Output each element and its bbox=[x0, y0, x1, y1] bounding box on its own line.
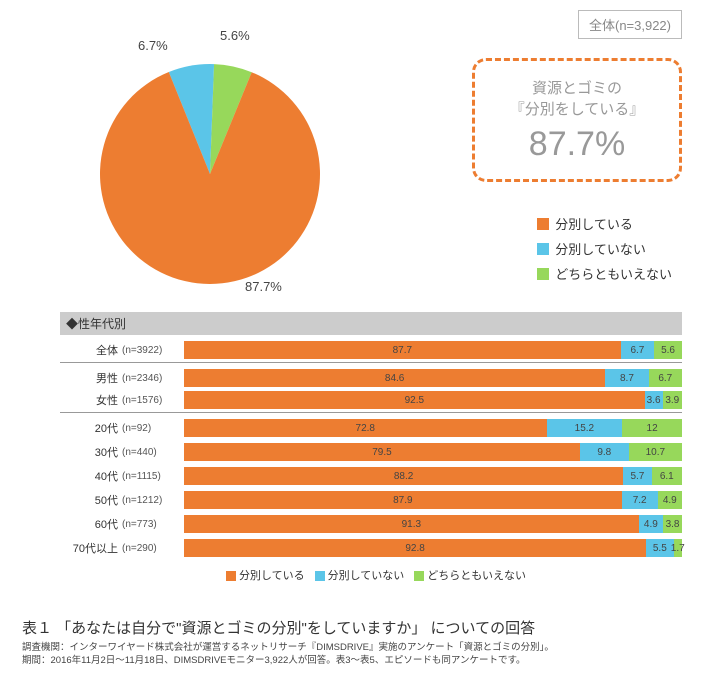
legend-item: 分別している bbox=[537, 214, 672, 233]
bar-segment: 6.7 bbox=[621, 341, 654, 359]
bar-category: 40代 bbox=[60, 468, 122, 484]
bar-n: (n=773) bbox=[122, 519, 184, 530]
bar-section: ◆性年代別 全体(n=3922)87.76.75.6男性(n=2346)84.6… bbox=[60, 312, 682, 583]
bar-row: 50代(n=1212)87.97.24.9 bbox=[60, 489, 682, 511]
bar-legend-label: どちらともいえない bbox=[427, 570, 526, 582]
bar-segment: 87.9 bbox=[184, 491, 622, 509]
bar-n: (n=440) bbox=[122, 447, 184, 458]
bar-legend-swatch bbox=[414, 571, 424, 581]
bar-segment: 5.7 bbox=[623, 467, 651, 485]
bar-row: 30代(n=440)79.59.810.7 bbox=[60, 441, 682, 463]
bar-segment: 92.8 bbox=[184, 539, 646, 557]
bar-category: 60代 bbox=[60, 516, 122, 532]
bar-track: 87.97.24.9 bbox=[184, 491, 682, 509]
bar-segment: 12 bbox=[622, 419, 682, 437]
bar-row: 70代以上(n=290)92.85.51.7 bbox=[60, 537, 682, 559]
bar-n: (n=1576) bbox=[122, 395, 184, 406]
bar-track: 88.25.76.1 bbox=[184, 467, 682, 485]
bar-category: 女性 bbox=[60, 392, 122, 408]
pie-legend: 分別している分別していないどちらともいえない bbox=[537, 214, 672, 289]
bar-category: 30代 bbox=[60, 444, 122, 460]
bar-section-title: ◆性年代別 bbox=[60, 312, 682, 335]
bar-segment: 79.5 bbox=[184, 443, 580, 461]
bar-segment: 9.8 bbox=[580, 443, 629, 461]
bar-legend-swatch bbox=[315, 571, 325, 581]
bar-segment: 3.6 bbox=[645, 391, 663, 409]
bar-segment: 10.7 bbox=[629, 443, 682, 461]
right-column: 資源とゴミの 『分別をしている』 87.7% 分別している分別していないどちらと… bbox=[360, 34, 682, 304]
bar-category: 70代以上 bbox=[60, 540, 122, 556]
bar-track: 79.59.810.7 bbox=[184, 443, 682, 461]
bar-segment: 84.6 bbox=[184, 369, 605, 387]
pie-slice-label: 6.7% bbox=[138, 38, 168, 53]
bar-n: (n=290) bbox=[122, 543, 184, 554]
bar-segment: 72.8 bbox=[184, 419, 547, 437]
pie-chart: 87.7%6.7%5.6% bbox=[60, 34, 360, 304]
bar-segment: 15.2 bbox=[547, 419, 623, 437]
table-caption: 表１ 「あなたは自分で"資源とゴミの分別"をしていますか」 についての回答 bbox=[22, 617, 688, 638]
legend-label: 分別していない bbox=[555, 239, 646, 258]
legend-swatch bbox=[537, 243, 549, 255]
bar-row: 60代(n=773)91.34.93.8 bbox=[60, 513, 682, 535]
bar-n: (n=92) bbox=[122, 423, 184, 434]
bar-segment: 1.7 bbox=[674, 539, 682, 557]
bar-category: 男性 bbox=[60, 370, 122, 386]
legend-swatch bbox=[537, 268, 549, 280]
bar-track: 72.815.212 bbox=[184, 419, 682, 437]
pie-slice-label: 5.6% bbox=[220, 28, 250, 43]
bar-n: (n=2346) bbox=[122, 373, 184, 384]
bar-category: 50代 bbox=[60, 492, 122, 508]
bar-track: 92.85.51.7 bbox=[184, 539, 682, 557]
bar-segment: 3.9 bbox=[663, 391, 682, 409]
bar-track: 87.76.75.6 bbox=[184, 341, 682, 359]
bar-legend-label: 分別していない bbox=[328, 570, 405, 582]
legend-item: どちらともいえない bbox=[537, 264, 672, 283]
bar-category: 全体 bbox=[60, 342, 122, 358]
bar-segment: 92.5 bbox=[184, 391, 645, 409]
top-row: 87.7%6.7%5.6% 資源とゴミの 『分別をしている』 87.7% 分別し… bbox=[60, 34, 682, 304]
bar-n: (n=3922) bbox=[122, 345, 184, 356]
bar-n: (n=1212) bbox=[122, 495, 184, 506]
legend-item: 分別していない bbox=[537, 239, 672, 258]
legend-label: どちらともいえない bbox=[555, 264, 672, 283]
bar-segment: 5.6 bbox=[654, 341, 682, 359]
bar-segment: 6.1 bbox=[652, 467, 682, 485]
bar-segment: 6.7 bbox=[649, 369, 682, 387]
bar-category: 20代 bbox=[60, 420, 122, 436]
bar-segment: 91.3 bbox=[184, 515, 639, 533]
callout-big: 87.7% bbox=[529, 125, 625, 164]
bar-track: 91.34.93.8 bbox=[184, 515, 682, 533]
bar-segment: 4.9 bbox=[658, 491, 682, 509]
bar-track: 84.68.76.7 bbox=[184, 369, 682, 387]
bar-segment: 7.2 bbox=[622, 491, 658, 509]
bar-legend-swatch bbox=[226, 571, 236, 581]
legend-swatch bbox=[537, 218, 549, 230]
bar-legend-label: 分別している bbox=[239, 570, 305, 582]
callout-line2: 『分別をしている』 bbox=[510, 98, 645, 119]
bar-segment: 3.8 bbox=[663, 515, 682, 533]
callout-box: 資源とゴミの 『分別をしている』 87.7% bbox=[472, 58, 682, 182]
bar-segment: 5.5 bbox=[646, 539, 673, 557]
bar-row: 40代(n=1115)88.25.76.1 bbox=[60, 465, 682, 487]
bar-segment: 87.7 bbox=[184, 341, 621, 359]
bar-row: 男性(n=2346)84.68.76.7 bbox=[60, 367, 682, 389]
bar-track: 92.53.63.9 bbox=[184, 391, 682, 409]
footnote: 調査機関：インターワイヤード株式会社が運営するネットリサーチ『DIMSDRIVE… bbox=[22, 642, 688, 668]
legend-label: 分別している bbox=[555, 214, 633, 233]
callout-line1: 資源とゴミの bbox=[532, 77, 622, 98]
pie-slice-label: 87.7% bbox=[245, 279, 282, 294]
bar-segment: 4.9 bbox=[639, 515, 663, 533]
pie-svg bbox=[60, 34, 360, 304]
bar-row: 女性(n=1576)92.53.63.9 bbox=[60, 391, 682, 413]
bar-row: 全体(n=3922)87.76.75.6 bbox=[60, 341, 682, 363]
bar-legend: 分別している 分別していない どちらともいえない bbox=[60, 567, 682, 583]
bar-row: 20代(n=92)72.815.212 bbox=[60, 417, 682, 439]
bar-segment: 88.2 bbox=[184, 467, 623, 485]
bar-n: (n=1115) bbox=[122, 471, 184, 482]
bar-segment: 8.7 bbox=[605, 369, 648, 387]
